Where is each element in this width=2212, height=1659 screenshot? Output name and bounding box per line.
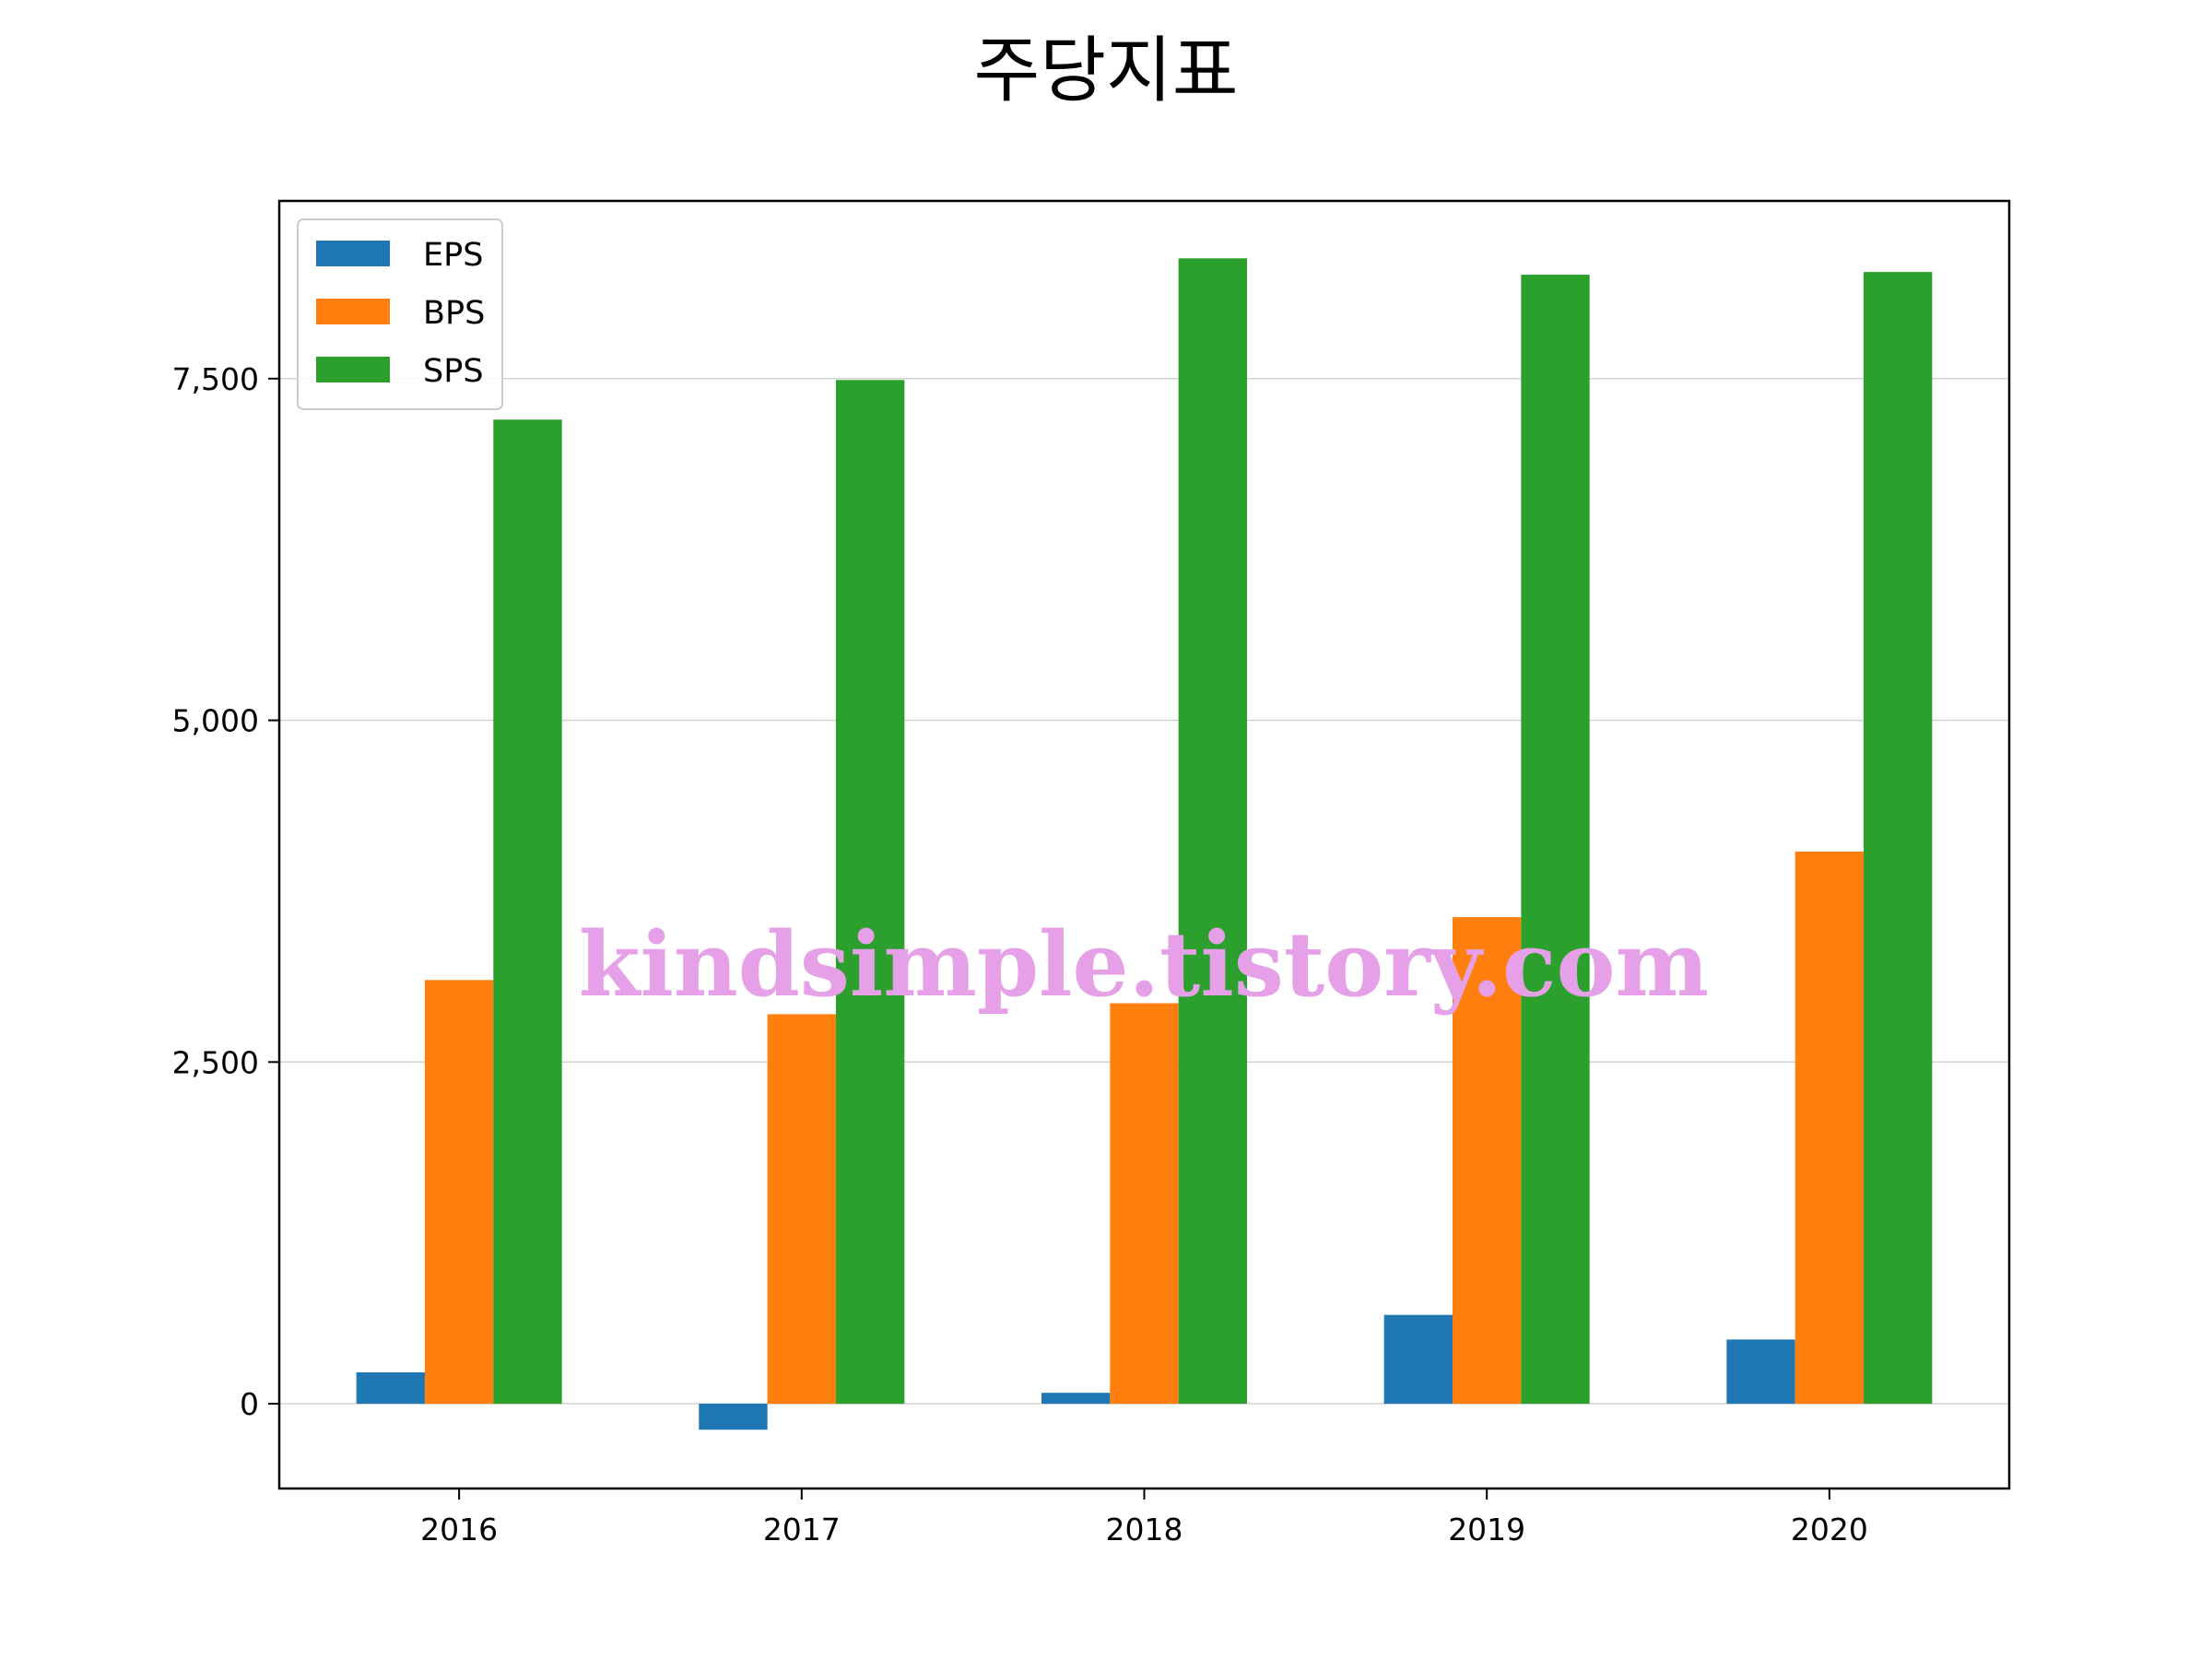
watermark-text: kindsimple.tistory.com [579,912,1709,1017]
x-tick-label: 2016 [420,1512,498,1547]
bar-bps-2020 [1794,851,1865,1405]
bar-eps-2017 [699,1404,768,1430]
bar-bps-2016 [424,980,494,1405]
bar-sps-2017 [835,380,905,1405]
bar-eps-2019 [1383,1314,1453,1405]
bar-sps-2016 [493,419,562,1405]
y-axis: 0 2,500 5,000 7,500 [172,361,279,1422]
legend-swatch-sps [316,357,390,382]
bar-bps-2019 [1453,917,1522,1405]
y-tick-label: 0 [240,1386,259,1422]
bar-eps-2018 [1041,1393,1111,1405]
y-tick-label: 5,000 [172,703,259,739]
y-tick-label: 7,500 [172,361,259,397]
bar-sps-2018 [1178,258,1248,1405]
x-axis: 2016 2017 2018 2019 2020 [420,1488,1868,1547]
y-tick-label: 2,500 [172,1044,259,1080]
legend-swatch-eps [316,241,390,266]
bar-sps-2020 [1864,272,1933,1405]
bar-eps-2016 [356,1371,425,1405]
legend-label-sps: SPS [423,353,484,390]
bar-bps-2017 [767,1014,836,1405]
x-tick-label: 2020 [1791,1512,1868,1547]
chart-title: 주당지표 [973,29,1239,112]
x-tick-label: 2017 [763,1512,841,1547]
bar-eps-2020 [1726,1339,1795,1405]
bar-bps-2018 [1110,1003,1179,1405]
x-tick-label: 2019 [1448,1512,1525,1547]
bar-sps-2019 [1521,275,1590,1405]
legend-label-eps: EPS [423,237,483,274]
x-tick-label: 2018 [1106,1512,1183,1547]
legend-swatch-bps [316,299,390,324]
legend: EPS BPS SPS [297,218,503,410]
bars [356,258,1933,1430]
legend-label-bps: BPS [423,295,485,332]
